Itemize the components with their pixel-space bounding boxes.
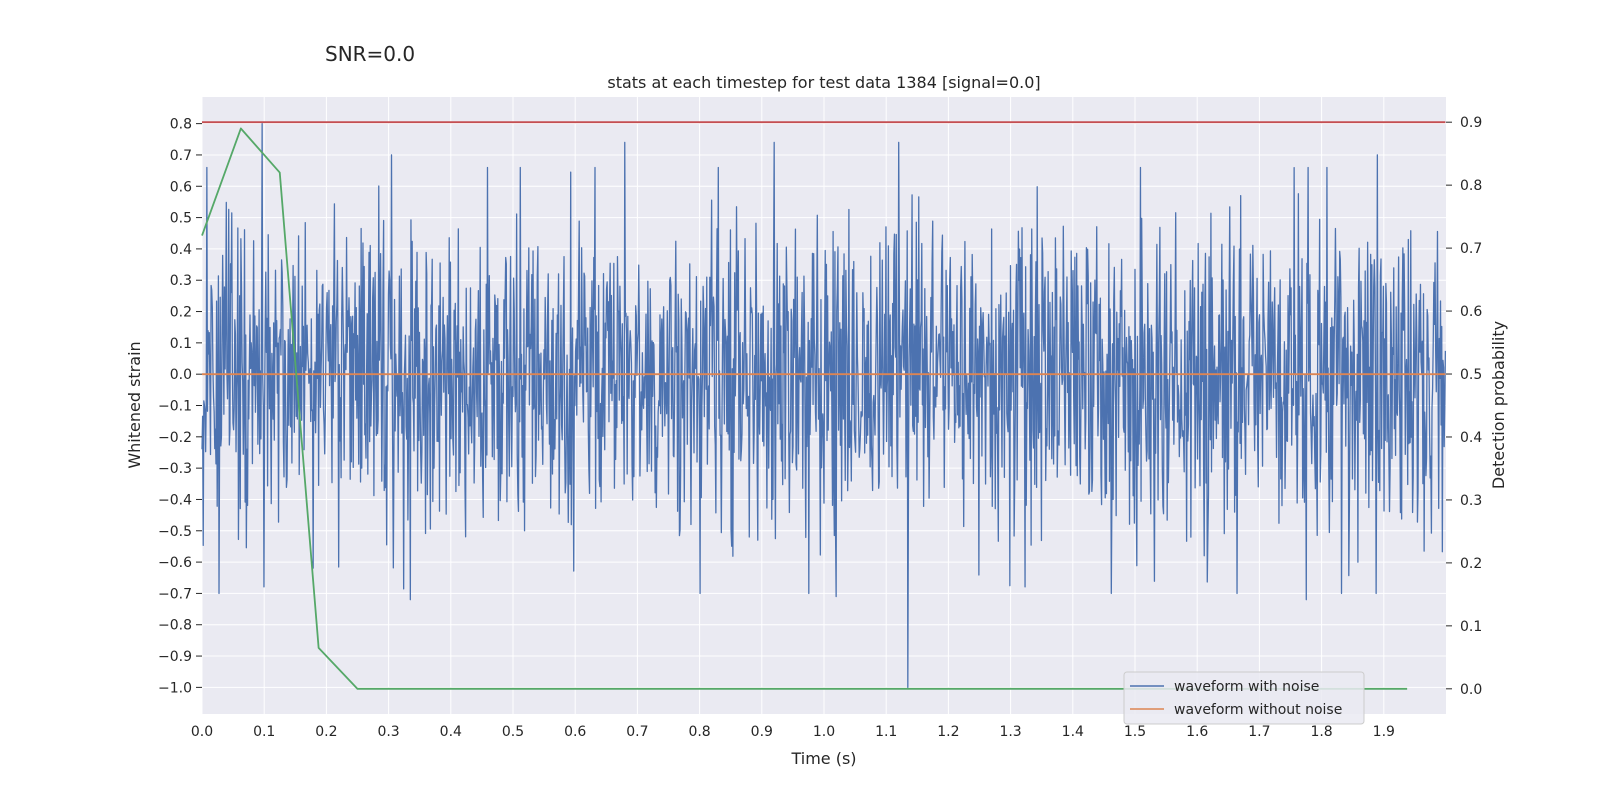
x-tick-label: 1.2 (937, 724, 959, 740)
y-tick-label: −0.2 (158, 430, 192, 446)
y2-tick-label: 0.4 (1460, 430, 1482, 446)
x-tick-label: 1.3 (999, 724, 1021, 740)
x-tick-label: 1.1 (875, 724, 897, 740)
legend-label-with-noise: waveform with noise (1174, 679, 1319, 695)
x-tick-label: 0.9 (751, 724, 773, 740)
legend: waveform with noise waveform without noi… (1123, 671, 1365, 725)
y-axis-label: Whitened strain (125, 341, 144, 468)
x-tick-label: 1.4 (1062, 724, 1084, 740)
x-tick-label: 0.5 (502, 724, 524, 740)
x-tick-label: 1.5 (1124, 724, 1146, 740)
x-tick-label: 0.6 (564, 724, 586, 740)
y-tick-label: 0.3 (170, 273, 192, 289)
y-tick-label: 0.2 (170, 305, 192, 321)
y2-tick-label: 0.2 (1460, 556, 1482, 572)
series-line-2 (201, 127, 1408, 690)
y-tick-label: 0.5 (170, 211, 192, 227)
chart-title: stats at each timestep for test data 138… (607, 73, 1040, 92)
x-tick-label: 1.6 (1186, 724, 1208, 740)
tick-layer: 0.0 0.1 0.2 0.3 0.4 0.5 0.6 0.7 0.8 0.9 1.0 1.1 1.2 1… (158, 115, 1482, 740)
y-tick-label: −0.3 (158, 461, 192, 477)
y2-tick-label: 0.5 (1460, 367, 1482, 383)
y-tick-label: 0.1 (170, 336, 192, 352)
y2-tick-label: 0.6 (1460, 304, 1482, 320)
x-tick-label: 1.9 (1373, 724, 1395, 740)
y-tick-label: 0.4 (170, 242, 192, 258)
legend-box (1123, 671, 1365, 725)
x-tick-label: 0.2 (315, 724, 337, 740)
y-tick-label: −0.4 (158, 492, 192, 508)
y-tick-label: 0.7 (170, 148, 192, 164)
x-tick-label: 0.3 (377, 724, 399, 740)
y2-tick-label: 0.7 (1460, 241, 1482, 257)
y-tick-label: −0.8 (158, 618, 192, 634)
y2-tick-label: 0.1 (1460, 619, 1482, 635)
x-tick-label: 0.7 (626, 724, 648, 740)
y2-tick-label: 0.3 (1460, 493, 1482, 509)
suptitle: SNR=0.0 (325, 42, 415, 66)
legend-label-without-noise: waveform without noise (1174, 702, 1342, 718)
y2-tick-label: 0.0 (1460, 682, 1482, 698)
x-tick-label: 0.4 (440, 724, 462, 740)
x-tick-label: 1.7 (1248, 724, 1270, 740)
y-tick-label: 0.6 (170, 179, 192, 195)
x-tick-label: 0.1 (253, 724, 275, 740)
y-tick-label: −0.6 (158, 555, 192, 571)
y-tick-label: −0.1 (158, 399, 192, 415)
y-tick-label: 0.0 (170, 367, 192, 383)
y2-tick-label: 0.9 (1460, 115, 1482, 131)
x-axis-label: Time (s) (790, 749, 856, 768)
x-tick-label: 0.0 (191, 724, 213, 740)
y-tick-label: −0.7 (158, 586, 192, 602)
y2-tick-label: 0.8 (1460, 178, 1482, 194)
y-tick-label: −1.0 (158, 680, 192, 696)
series-layer (201, 121, 1447, 690)
x-tick-label: 0.8 (688, 724, 710, 740)
series-line-0 (201, 122, 1447, 689)
x-tick-label: 1.0 (813, 724, 835, 740)
y2-axis-label: Detection probability (1489, 321, 1508, 489)
y-tick-label: −0.5 (158, 524, 192, 540)
y-tick-label: 0.8 (170, 117, 192, 133)
y-tick-label: −0.9 (158, 649, 192, 665)
x-tick-label: 1.8 (1310, 724, 1332, 740)
